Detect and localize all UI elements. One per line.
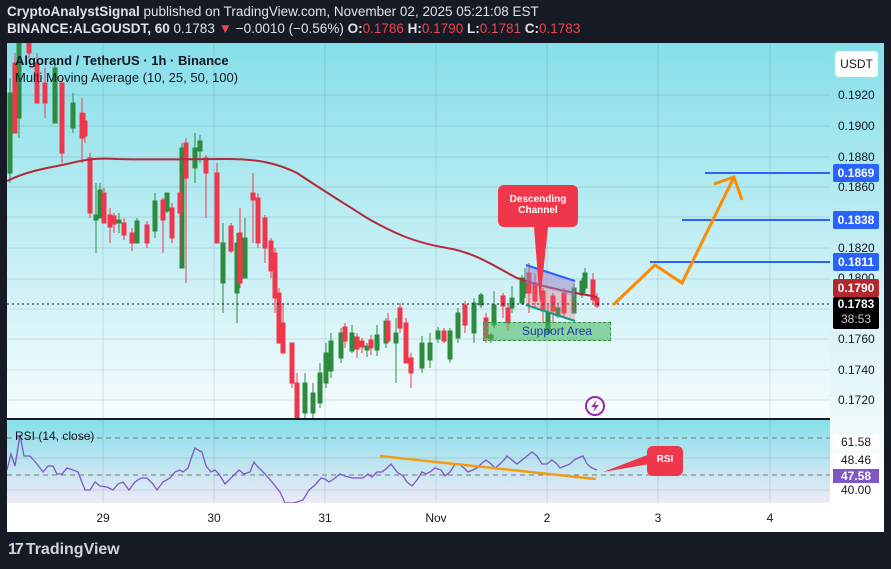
moving-average-line <box>7 157 598 298</box>
target-tag-1811: 0.1811 <box>833 253 879 271</box>
price-tick: 0.1760 <box>838 332 875 346</box>
brand-name: TradingView <box>25 541 120 558</box>
low-value: 0.1781 <box>479 21 522 36</box>
rsi-trendline <box>379 454 597 481</box>
price-change: −0.0010 (−0.56%) <box>235 21 344 36</box>
time-tick: 30 <box>207 511 221 525</box>
price-tick: 0.1820 <box>838 241 875 255</box>
high-price-tag: 0.1790 <box>833 279 879 297</box>
channel-top-line <box>525 264 576 282</box>
time-tick: 31 <box>318 511 332 525</box>
rsi-chart-svg <box>7 420 830 503</box>
time-tick: 3 <box>654 511 662 525</box>
high-value: 0.1790 <box>421 21 464 36</box>
currency-button[interactable]: USDT <box>835 51 878 77</box>
rsi-tick: 61.58 <box>833 435 879 449</box>
lightning-icon <box>585 396 605 416</box>
time-tick: 29 <box>96 511 110 525</box>
publisher-name[interactable]: CryptoAnalystSignal <box>7 4 140 19</box>
rsi-line <box>7 434 598 503</box>
open-value: 0.1786 <box>362 21 404 36</box>
bar-countdown: 38:53 <box>840 312 872 326</box>
last-price-value: 0.1783 <box>837 297 875 311</box>
symbol-label: BINANCE:ALGOUSDT, 60 <box>7 21 170 36</box>
rsi-callout <box>603 446 683 476</box>
close-label: C: <box>524 21 540 36</box>
price-chart-svg <box>7 43 830 418</box>
rsi-pane[interactable]: RSI (14, close) RSI <box>7 420 830 503</box>
price-tick: 0.1880 <box>838 150 875 164</box>
chart-frame: Algorand / TetherUS · 1h · Binance Multi… <box>7 43 884 532</box>
descending-channel-callout <box>498 185 578 303</box>
last-price: 0.1783 <box>173 21 215 36</box>
time-axis[interactable]: 29 30 31 Nov 2 3 4 <box>7 503 884 532</box>
projection-arrow <box>611 176 736 307</box>
time-tick: 4 <box>766 511 774 525</box>
price-pane[interactable]: Algorand / TetherUS · 1h · Binance Multi… <box>7 43 830 418</box>
rsi-current-tag: 47.58 <box>833 469 879 483</box>
time-tick: 2 <box>543 511 551 525</box>
down-arrow-icon: ▼ <box>218 21 232 36</box>
high-label: H: <box>407 21 422 36</box>
support-area-label: Support Area <box>522 324 593 338</box>
price-tick: 0.1920 <box>838 88 875 102</box>
channel-bottom-line <box>525 304 576 322</box>
rsi-callout-label: RSI <box>656 454 674 465</box>
close-value: 0.1783 <box>539 21 581 36</box>
indicator-legend[interactable]: Multi Moving Average (10, 25, 50, 100) <box>15 70 239 85</box>
time-tick: Nov <box>425 511 447 525</box>
pane-separator[interactable] <box>7 418 884 420</box>
price-tick: 0.1900 <box>838 119 875 133</box>
low-label: L: <box>466 21 480 36</box>
target-tag-1838: 0.1838 <box>833 211 879 229</box>
price-tick: 0.1720 <box>838 393 875 407</box>
header-line-2: BINANCE:ALGOUSDT, 60 0.1783 ▼ −0.0010 (−… <box>7 21 580 36</box>
rsi-tick: 40.00 <box>833 483 879 497</box>
price-axis[interactable]: USDT 0.1920 0.1900 0.1880 0.1860 0.1820 … <box>830 43 884 503</box>
target-tag-1869: 0.1869 <box>833 164 879 182</box>
support-area-box: Support Area <box>483 322 611 341</box>
rsi-tick: 48.46 <box>833 453 879 467</box>
last-price-tag: 0.1783 38:53 <box>833 297 879 329</box>
symbol-legend-title[interactable]: Algorand / TetherUS · 1h · Binance <box>15 53 229 68</box>
tradingview-brand[interactable]: 17 TradingView <box>8 541 120 559</box>
header-line-1: CryptoAnalystSignal published on Trading… <box>7 4 539 19</box>
candles <box>7 43 600 418</box>
descending-channel-label: Descending Channel <box>509 194 567 216</box>
price-tick: 0.1860 <box>838 180 875 194</box>
price-tick: 0.1740 <box>838 363 875 377</box>
rsi-legend[interactable]: RSI (14, close) <box>15 429 95 443</box>
open-label: O: <box>347 21 363 36</box>
published-text: published on TradingView.com, November 0… <box>139 4 539 19</box>
tradingview-logo-icon: 17 <box>8 541 24 558</box>
